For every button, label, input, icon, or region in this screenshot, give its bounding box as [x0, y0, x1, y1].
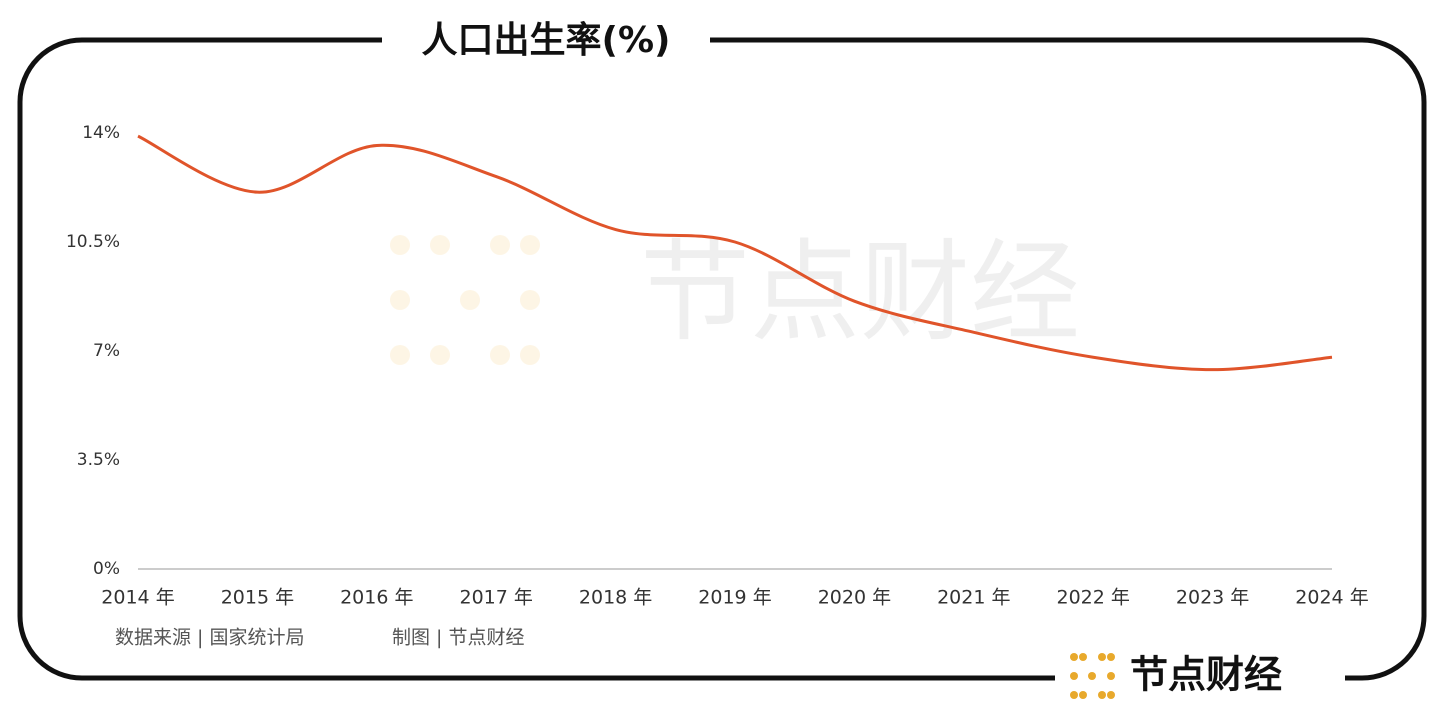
- chart-title: 人口出生率(%): [422, 20, 671, 61]
- y-tick-label: 10.5%: [66, 232, 120, 252]
- frame: [17, 37, 1427, 681]
- y-tick-label: 14%: [82, 123, 120, 143]
- x-tick-label: 2021 年: [937, 587, 1010, 609]
- line: [137, 134, 1333, 372]
- brand: 节点财经: [1130, 653, 1282, 697]
- title-gap: [382, 20, 710, 60]
- x-tick-label: 2023 年: [1176, 587, 1249, 609]
- x-tick-label: 2015 年: [221, 587, 294, 609]
- source: 数据来源 | 国家统计局: [115, 627, 304, 649]
- y-tick-label: 3.5%: [77, 450, 120, 470]
- x-tick-label: 2020 年: [818, 587, 891, 609]
- y-tick-label: 0%: [93, 559, 120, 579]
- watermark: 节点财经: [640, 228, 1080, 356]
- x-tick-label: 2022 年: [1056, 587, 1129, 609]
- watermark-logo: [390, 235, 540, 365]
- y-tick-label: 7%: [93, 341, 120, 361]
- x-tick-label: 2024 年: [1295, 587, 1368, 609]
- x-tick-label: 2018 年: [579, 587, 652, 609]
- x-tick-label: 2019 年: [698, 587, 771, 609]
- x-tick-label: 2014 年: [101, 587, 174, 609]
- credit: 制图 | 节点财经: [392, 627, 524, 649]
- x-tick-label: 2017 年: [459, 587, 532, 609]
- brand-logo: [1070, 653, 1115, 699]
- x-tick-label: 2016 年: [340, 587, 413, 609]
